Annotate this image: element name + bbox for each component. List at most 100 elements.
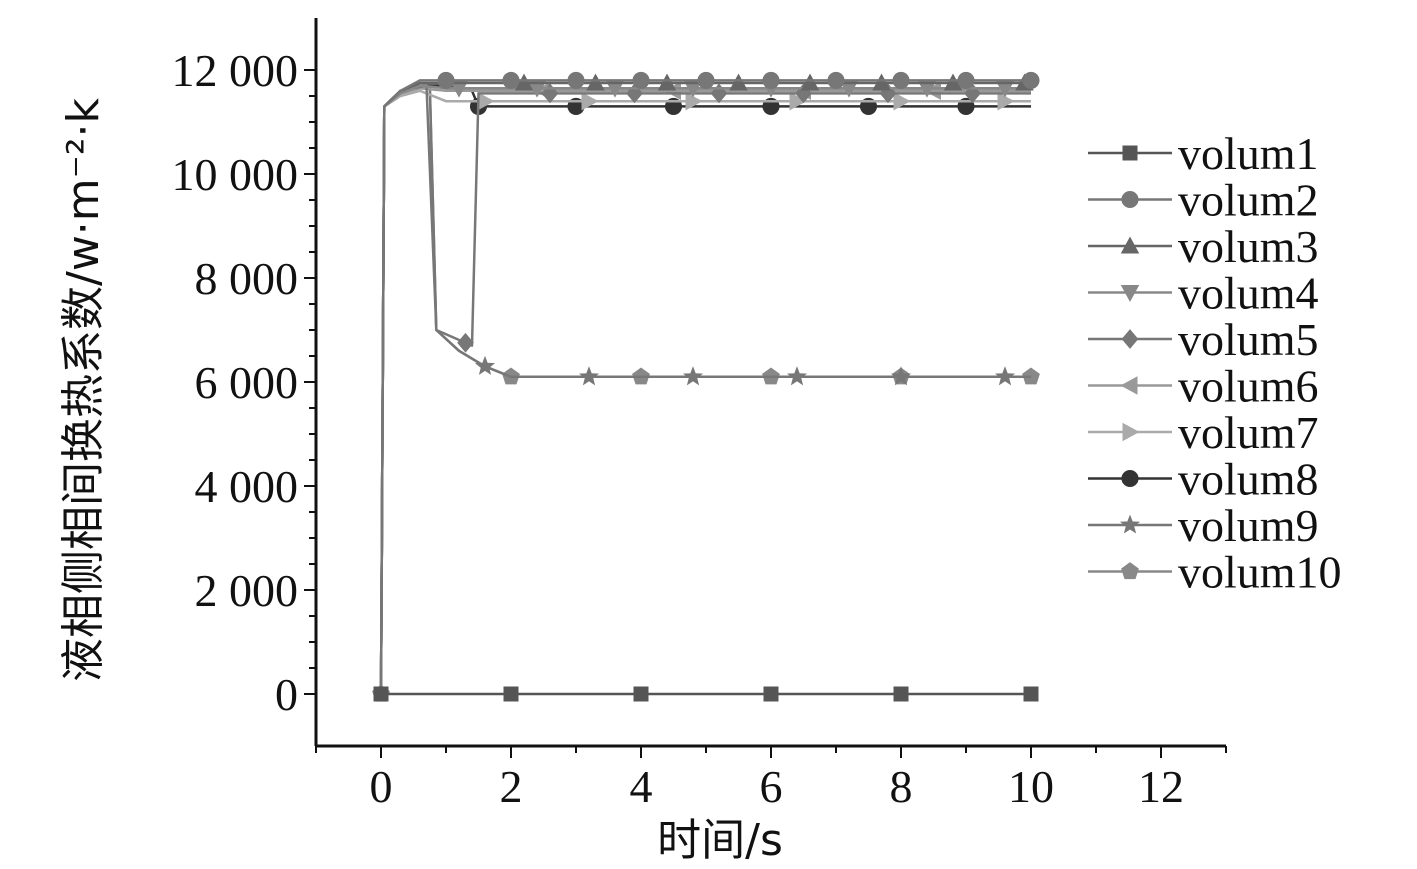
legend-marker-volum7	[1122, 422, 1140, 442]
data-point-volum2	[437, 71, 455, 89]
legend: volum1volum2volum3volum4volum5volum6volu…	[1088, 128, 1342, 598]
plot-area	[372, 71, 1040, 702]
series-line-volum7	[379, 89, 1031, 695]
data-point-volum1	[503, 686, 519, 702]
legend-entry-volum4: volum4	[1088, 268, 1319, 319]
legend-label-volum5: volum5	[1178, 314, 1319, 365]
y-tick-label: 6 000	[195, 357, 299, 408]
data-point-volum9	[786, 366, 808, 386]
series-line-volum8	[379, 84, 1031, 695]
series-line-volum4	[379, 84, 1031, 695]
x-tick-label: 12	[1138, 761, 1184, 812]
data-point-volum3	[800, 73, 820, 91]
series-volum10	[372, 84, 1040, 702]
x-tick-label: 6	[760, 761, 783, 812]
legend-marker-volum8	[1121, 469, 1139, 488]
data-point-volum9	[994, 366, 1016, 386]
legend-label-volum3: volum3	[1178, 221, 1319, 272]
series-volum8	[379, 84, 1031, 695]
data-point-volum3	[657, 73, 677, 91]
data-point-volum1	[633, 686, 649, 702]
legend-label-volum7: volum7	[1178, 407, 1319, 458]
legend-label-volum4: volum4	[1178, 268, 1319, 319]
legend-entry-volum6: volum6	[1088, 361, 1319, 412]
data-point-volum7	[685, 91, 703, 111]
series-line-volum6	[379, 86, 1031, 695]
x-tick-label: 8	[890, 761, 913, 812]
data-point-volum3	[943, 73, 963, 91]
data-point-volum1	[763, 686, 779, 702]
y-tick-label: 10 000	[172, 149, 299, 200]
data-point-volum2	[697, 71, 715, 89]
legend-label-volum10: volum10	[1178, 547, 1342, 598]
data-point-volum7	[789, 91, 807, 111]
series-line-volum9	[379, 84, 1031, 695]
series-line-volum5	[379, 84, 1031, 695]
series-volum3	[379, 73, 1034, 695]
legend-label-volum6: volum6	[1178, 361, 1319, 412]
data-point-volum1	[893, 686, 909, 702]
legend-marker-volum3	[1120, 236, 1140, 254]
data-point-volum7	[581, 91, 599, 111]
legend-marker-volum9	[1119, 514, 1141, 534]
series-volum4	[379, 80, 1031, 695]
legend-entry-volum8: volum8	[1088, 454, 1319, 505]
series-volum2	[379, 71, 1040, 695]
y-axis-title: 液相侧相间换热系数/w·m⁻²·k	[58, 97, 109, 682]
data-point-volum2	[502, 71, 520, 89]
data-point-volum2	[957, 71, 975, 89]
legend-marker-volum6	[1120, 376, 1138, 395]
data-point-volum2	[632, 71, 650, 89]
data-point-volum3	[586, 73, 605, 91]
series-line-volum10	[379, 84, 1031, 695]
legend-entry-volum2: volum2	[1088, 175, 1319, 226]
legend-label-volum8: volum8	[1178, 454, 1319, 505]
y-tick-label: 2 000	[195, 565, 299, 616]
legend-marker-volum2	[1121, 190, 1139, 209]
axes: 0 2 4 6 8 10 12 0 2 000 4 000 6 000 8 000 10 000 12 0…	[172, 18, 1227, 812]
data-point-volum5	[457, 332, 474, 353]
legend-marker-volum1	[1122, 145, 1138, 161]
y-tick-label: 0	[275, 669, 298, 720]
y-tick-label: 8 000	[195, 253, 299, 304]
legend-label-volum2: volum2	[1178, 175, 1319, 226]
legend-entry-volum5: volum5	[1088, 314, 1319, 365]
x-tick-label: 4	[630, 761, 653, 812]
data-point-volum1	[1023, 686, 1039, 702]
data-point-volum9	[474, 355, 496, 375]
legend-marker-volum10	[1121, 562, 1139, 580]
data-point-volum9	[890, 366, 912, 386]
data-point-volum2	[892, 71, 910, 89]
series-volum7	[379, 89, 1031, 695]
legend-label-volum1: volum1	[1178, 128, 1319, 179]
x-tick-label: 2	[500, 761, 523, 812]
x-tick-label: 0	[370, 761, 393, 812]
legend-entry-volum7: volum7	[1088, 407, 1319, 458]
data-point-volum1	[373, 686, 389, 702]
legend-marker-volum5	[1121, 329, 1139, 349]
series-volum5	[379, 83, 1031, 695]
legend-entry-volum10: volum10	[1088, 547, 1342, 598]
series-volum1	[373, 686, 1039, 702]
legend-label-volum9: volum9	[1178, 500, 1319, 551]
series-line-volum2	[379, 79, 1031, 695]
legend-marker-volum4	[1120, 285, 1140, 302]
data-point-volum2	[567, 71, 585, 89]
data-point-volum2	[762, 71, 780, 89]
data-point-volum3	[514, 73, 534, 91]
data-point-volum9	[578, 366, 600, 386]
legend-entry-volum1: volum1	[1088, 128, 1319, 179]
data-point-volum7	[893, 91, 911, 111]
series-volum6	[379, 81, 1031, 695]
legend-entry-volum3: volum3	[1088, 221, 1319, 272]
data-point-volum9	[682, 366, 704, 386]
legend-entry-volum9: volum9	[1088, 500, 1319, 551]
data-point-volum2	[1022, 71, 1040, 89]
x-axis-title: 时间/s	[657, 815, 783, 866]
y-tick-label: 12 000	[172, 45, 299, 96]
series-volum9	[379, 84, 1031, 695]
data-point-volum2	[827, 71, 845, 89]
series-line-volum3	[379, 81, 1031, 695]
x-tick-label: 10	[1008, 761, 1054, 812]
